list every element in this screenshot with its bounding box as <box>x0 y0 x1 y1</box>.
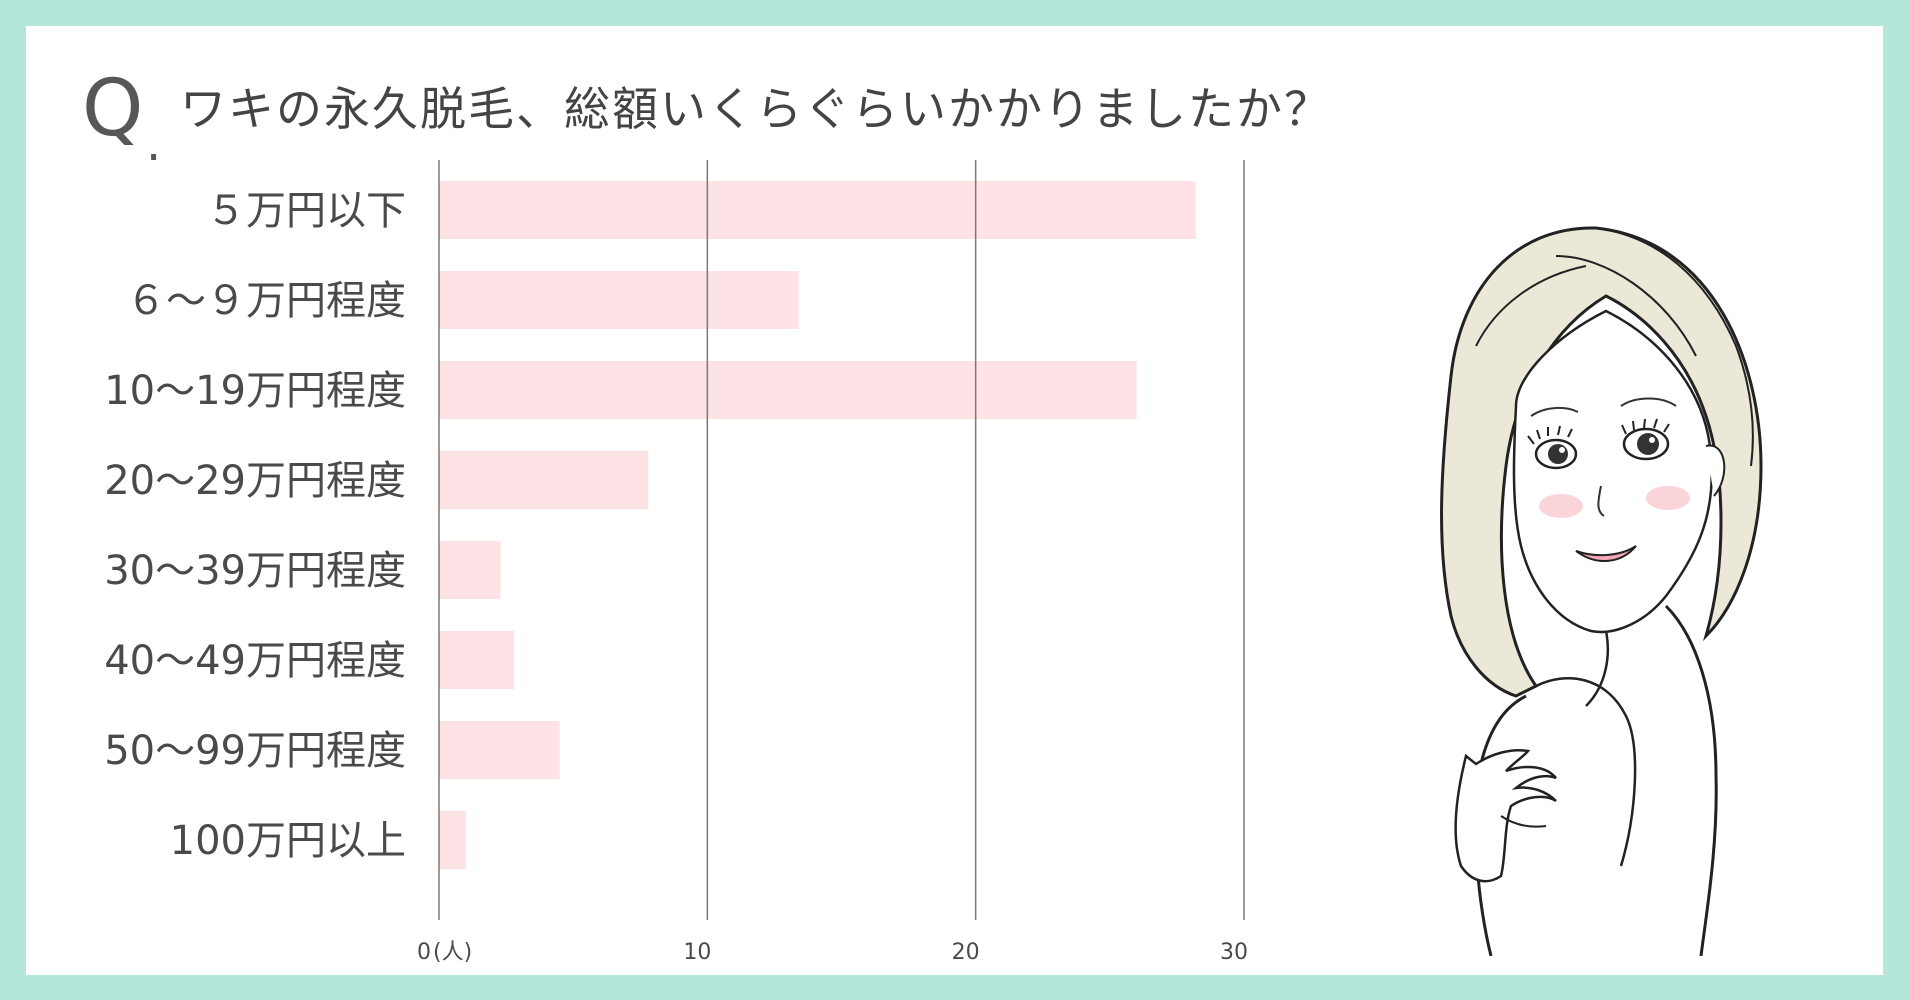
woman-illustration <box>1440 226 1763 956</box>
bar-3 <box>439 361 1137 419</box>
bar-6 <box>439 631 515 689</box>
tick-label-30: 30 <box>1220 940 1248 965</box>
category-label-3: 10～19万円程度 <box>104 368 406 414</box>
bar-1 <box>439 181 1196 239</box>
bar-8 <box>439 811 466 869</box>
chart-card: Q . ワキの永久脱毛、総額いくらぐらいかかりましたか？ ５万円以下 ６～９万円程… <box>26 26 1883 975</box>
bar-5 <box>439 541 501 599</box>
bar-chart: ５万円以下 ６～９万円程度 10～19万円程度 20～29万円程度 30～39万円程度 4… <box>104 160 1248 965</box>
category-label-6: 40～49万円程度 <box>104 638 406 684</box>
bar-2 <box>439 271 799 329</box>
question-dot: . <box>146 116 162 172</box>
tick-label-10: 10 <box>683 940 711 965</box>
category-label-4: 20～29万円程度 <box>104 458 406 504</box>
category-label-5: 30～39万円程度 <box>104 548 406 594</box>
tick-label-0: 0 <box>417 940 431 965</box>
bar-4 <box>439 451 649 509</box>
category-label-8: 100万円以上 <box>170 818 406 864</box>
tick-label-20: 20 <box>952 940 980 965</box>
chart-title: ワキの永久脱毛、総額いくらぐらいかかりましたか？ <box>180 82 1332 136</box>
category-label-7: 50～99万円程度 <box>104 728 406 774</box>
axis-unit-label: (人) <box>433 940 472 965</box>
bar-7 <box>439 721 560 779</box>
question-mark: Q <box>82 64 144 154</box>
category-label-1: ５万円以下 <box>206 188 406 234</box>
category-label-2: ６～９万円程度 <box>126 278 406 324</box>
